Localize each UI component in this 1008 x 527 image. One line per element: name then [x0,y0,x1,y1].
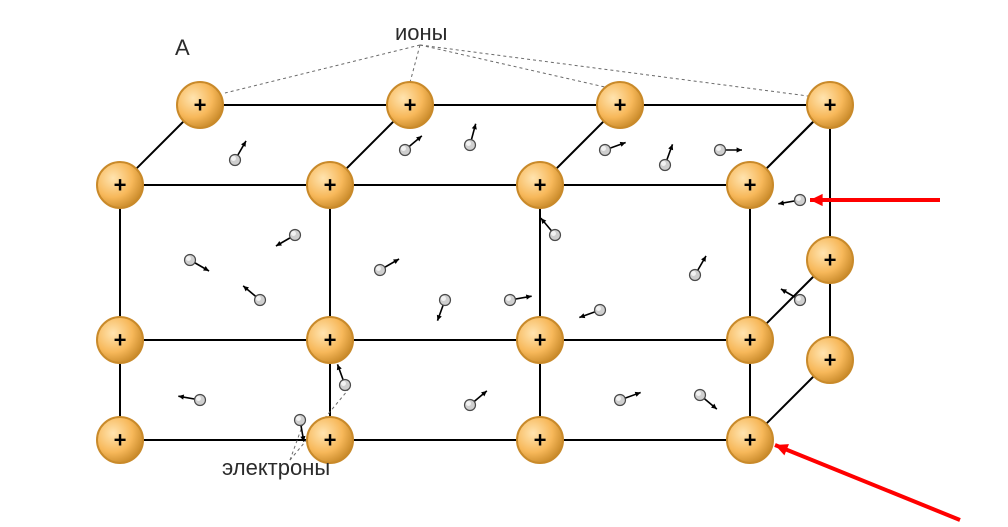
background [0,0,1008,527]
ion: + [307,317,353,363]
ion-plus: + [824,248,837,273]
ion: + [97,162,143,208]
ion: + [97,417,143,463]
ion: + [727,317,773,363]
ion: + [727,162,773,208]
panel-label: А [175,35,190,60]
ion: + [387,82,433,128]
ion-plus: + [534,173,547,198]
ion: + [597,82,643,128]
ion: + [177,82,223,128]
electrons-label: электроны [222,455,330,480]
ion: + [517,317,563,363]
ion: + [727,417,773,463]
ion-plus: + [824,348,837,373]
ion-plus: + [614,93,627,118]
ion-plus: + [824,93,837,118]
ion: + [807,82,853,128]
ions-label: ионы [395,20,448,45]
ion-plus: + [324,328,337,353]
ion-plus: + [114,428,127,453]
ion: + [807,337,853,383]
ion: + [517,162,563,208]
ion-plus: + [744,428,757,453]
ion-plus: + [534,328,547,353]
ion-plus: + [404,93,417,118]
lattice-diagram: + + + + + + + + + + + + + + + + + + Аионы электроны [0,0,1008,527]
ion: + [307,162,353,208]
ion: + [807,237,853,283]
ion-plus: + [324,428,337,453]
ion-plus: + [744,173,757,198]
ion: + [97,317,143,363]
ion-plus: + [744,328,757,353]
ion-plus: + [324,173,337,198]
ion-plus: + [114,173,127,198]
ion-plus: + [534,428,547,453]
ion-plus: + [194,93,207,118]
ion-plus: + [114,328,127,353]
ion: + [517,417,563,463]
